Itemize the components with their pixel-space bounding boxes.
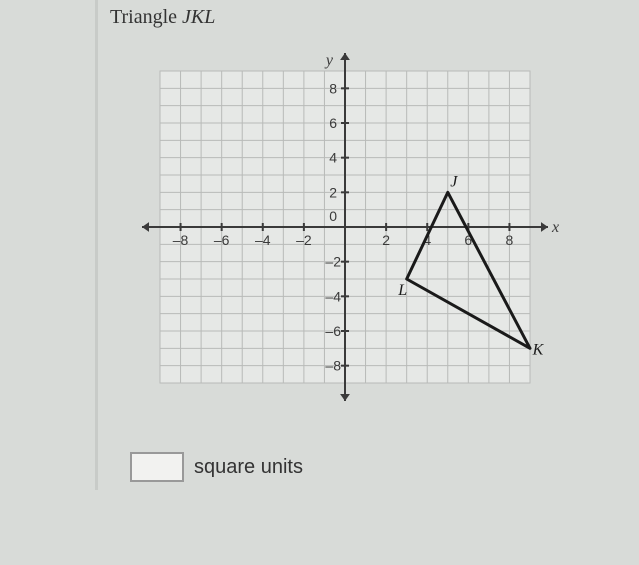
svg-text:J: J (450, 173, 458, 190)
svg-text:–2: –2 (296, 232, 312, 248)
content-area: Triangle JKL –8–6–4–22468–8–6–4–224680xy… (110, 0, 619, 482)
chart-svg: –8–6–4–22468–8–6–4–224680xyJKL (130, 47, 560, 407)
answer-input[interactable] (130, 452, 184, 482)
svg-text:y: y (324, 52, 334, 69)
svg-text:6: 6 (329, 115, 337, 131)
svg-text:L: L (397, 282, 407, 299)
svg-text:x: x (551, 219, 559, 236)
svg-text:8: 8 (329, 80, 337, 96)
svg-text:2: 2 (382, 232, 390, 248)
problem-title: Triangle JKL (110, 6, 619, 29)
svg-text:–8: –8 (325, 358, 341, 374)
svg-text:–6: –6 (325, 323, 341, 339)
svg-text:4: 4 (329, 150, 337, 166)
svg-text:–4: –4 (325, 288, 341, 304)
title-triangle-name: JKL (182, 6, 215, 28)
title-text: Triangle (110, 6, 182, 28)
answer-units-label: square units (194, 456, 303, 479)
svg-text:–8: –8 (173, 232, 189, 248)
svg-text:0: 0 (329, 208, 337, 224)
page-side-border (95, 0, 98, 490)
svg-text:–4: –4 (255, 232, 271, 248)
svg-text:–6: –6 (214, 232, 230, 248)
svg-text:8: 8 (506, 232, 514, 248)
svg-text:K: K (532, 341, 545, 358)
svg-text:2: 2 (329, 184, 337, 200)
answer-row: square units (130, 452, 619, 482)
coordinate-graph: –8–6–4–22468–8–6–4–224680xyJKL (130, 47, 619, 412)
svg-text:–2: –2 (325, 254, 341, 270)
